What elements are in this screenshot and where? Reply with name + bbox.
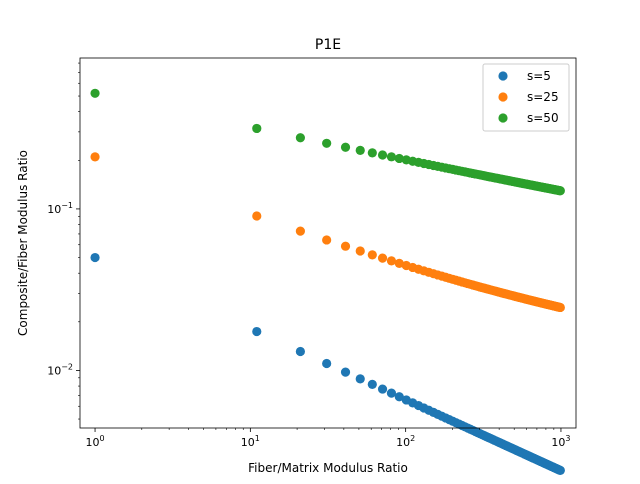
data-point-s=25-5 [355,246,365,256]
legend: s=5 s=25 s=50 [482,63,570,132]
legend-marker-s=5 [498,71,508,81]
x-tick-label-1: 101 [241,434,260,449]
data-point-s=25-2 [295,226,305,236]
data-point-s=50-9 [394,153,404,164]
legend-marker-s=50 [498,113,508,123]
data-point-s=5-2 [295,346,305,357]
data-point-s=5-7 [377,384,388,394]
data-point-s=5-99 [555,465,565,476]
data-point-s=5-8 [386,388,397,398]
data-point-s=50-5 [355,145,365,155]
data-point-s=5-6 [367,379,377,389]
data-point-s=5-3 [322,358,332,369]
x-tick-label-3: 103 [551,434,570,449]
x-tick-label-2: 102 [396,434,415,449]
data-point-s=50-99 [555,186,565,196]
data-point-s=50-4 [340,142,351,152]
data-point-s=25-8 [386,256,397,266]
data-point-s=25-99 [555,302,565,313]
data-point-s=25-1 [252,211,262,221]
data-point-s=5-0 [90,252,100,263]
data-point-s=50-7 [377,150,388,160]
plot-frame [79,57,577,429]
data-point-s=25-3 [322,235,332,245]
data-point-s=50-0 [90,88,100,98]
data-point-s=25-4 [340,241,351,251]
data-point-s=25-0 [90,152,100,162]
x-tick-label-0: 100 [86,434,105,449]
axis-ticks: 100 101 102 103 10−2 10−1 [47,62,570,449]
legend-label-s=25: s=25 [527,90,559,104]
data-point-s=50-2 [295,133,305,143]
data-point-s=50-6 [367,148,377,158]
y-tick-label-1: 10−1 [47,201,73,216]
data-point-s=25-6 [367,250,377,260]
chart-title: P1E [315,37,341,53]
data-point-s=25-9 [394,258,404,268]
y-tick-label-0: 10−2 [47,362,73,377]
legend-label-s=5: s=5 [527,69,551,83]
y-axis-label: Composite/Fiber Modulus Ratio [16,150,30,336]
legend-label-s=50: s=50 [527,111,559,125]
data-point-s=50-1 [252,123,262,134]
x-axis-label: Fiber/Matrix Modulus Ratio [248,461,408,475]
data-point-s=5-4 [340,367,351,377]
data-point-s=50-8 [386,152,397,162]
legend-marker-s=25 [498,92,508,102]
data-point-s=25-7 [377,253,388,263]
data-point-s=5-9 [394,392,404,402]
data-point-s=50-3 [322,138,332,148]
data-point-s=5-1 [252,326,262,337]
data-point-s=5-5 [355,374,365,384]
data-points [90,88,565,476]
